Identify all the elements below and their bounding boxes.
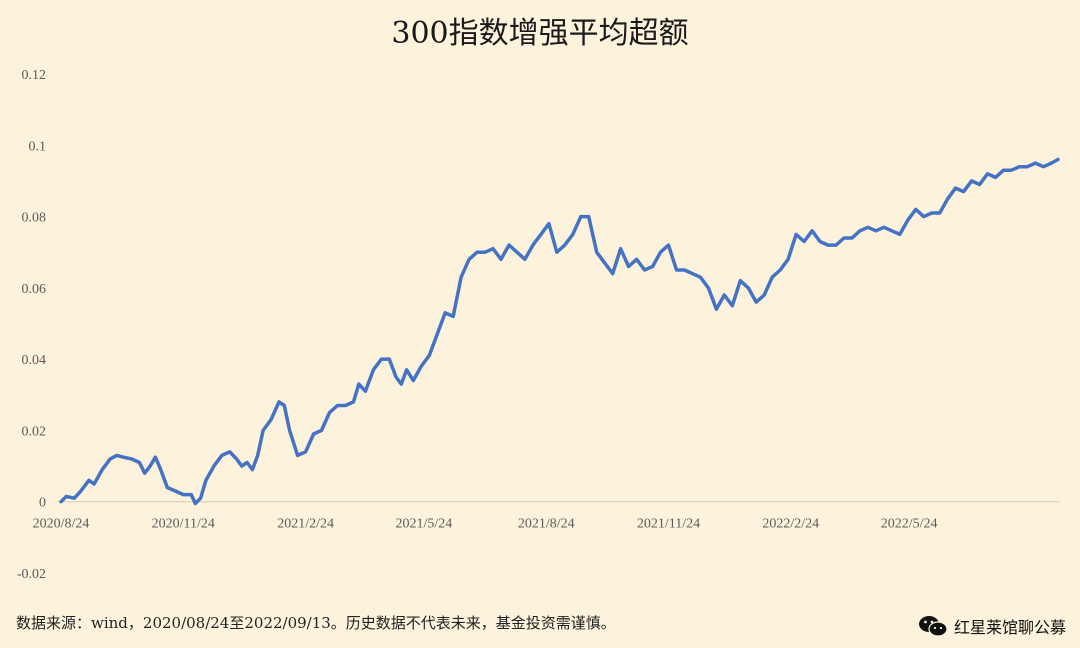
chart-title: 300指数增强平均超额 bbox=[391, 16, 689, 51]
y-tick-label: 0 bbox=[39, 496, 46, 511]
x-tick-label: 2021/11/24 bbox=[637, 517, 700, 532]
y-axis: 0.12 0.1 0.08 0.06 0.04 0.02 0 -0.02 bbox=[17, 68, 46, 582]
y-tick-label: 0.12 bbox=[22, 68, 47, 83]
y-tick-label: 0.08 bbox=[22, 211, 47, 226]
y-tick-label: 0.06 bbox=[22, 282, 47, 297]
x-axis: 2020/8/24 2020/11/24 2021/2/24 2021/5/24 202… bbox=[33, 501, 1060, 532]
series-layer bbox=[59, 157, 1060, 506]
x-tick-label: 2020/11/24 bbox=[152, 517, 215, 532]
y-tick-label: 0.02 bbox=[22, 424, 47, 439]
watermark-text: 红星莱馆聊公募 bbox=[953, 618, 1066, 637]
series-line bbox=[59, 157, 1060, 506]
x-tick-label: 2020/8/24 bbox=[33, 517, 90, 532]
x-tick-label: 2021/5/24 bbox=[396, 517, 453, 532]
y-tick-label: -0.02 bbox=[17, 567, 46, 582]
x-tick-label: 2021/2/24 bbox=[277, 517, 334, 532]
data-source-note: 数据来源：wind，2020/08/24至2022/09/13。历史数据不代表未… bbox=[16, 614, 616, 632]
x-tick-label: 2021/8/24 bbox=[518, 517, 575, 532]
y-tick-label: 0.1 bbox=[29, 139, 47, 154]
wechat-icon bbox=[918, 616, 948, 637]
y-tick-label: 0.04 bbox=[22, 353, 47, 368]
x-tick-label: 2022/5/24 bbox=[881, 517, 938, 532]
watermark: 红星莱馆聊公募 bbox=[918, 614, 1066, 638]
x-tick-label: 2022/2/24 bbox=[762, 517, 819, 532]
